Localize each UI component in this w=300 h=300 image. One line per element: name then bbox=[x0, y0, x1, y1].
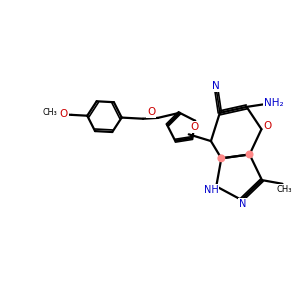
Text: O: O bbox=[190, 122, 199, 132]
Text: N: N bbox=[239, 199, 247, 209]
Text: O: O bbox=[59, 109, 68, 119]
Text: O: O bbox=[264, 121, 272, 131]
Circle shape bbox=[218, 155, 225, 162]
Text: O: O bbox=[147, 107, 155, 117]
Text: NH₂: NH₂ bbox=[264, 98, 284, 108]
Text: NH: NH bbox=[204, 185, 218, 195]
Text: CH₃: CH₃ bbox=[276, 185, 292, 194]
Circle shape bbox=[246, 151, 253, 158]
Text: N: N bbox=[212, 81, 219, 91]
Text: CH₃: CH₃ bbox=[43, 108, 57, 117]
